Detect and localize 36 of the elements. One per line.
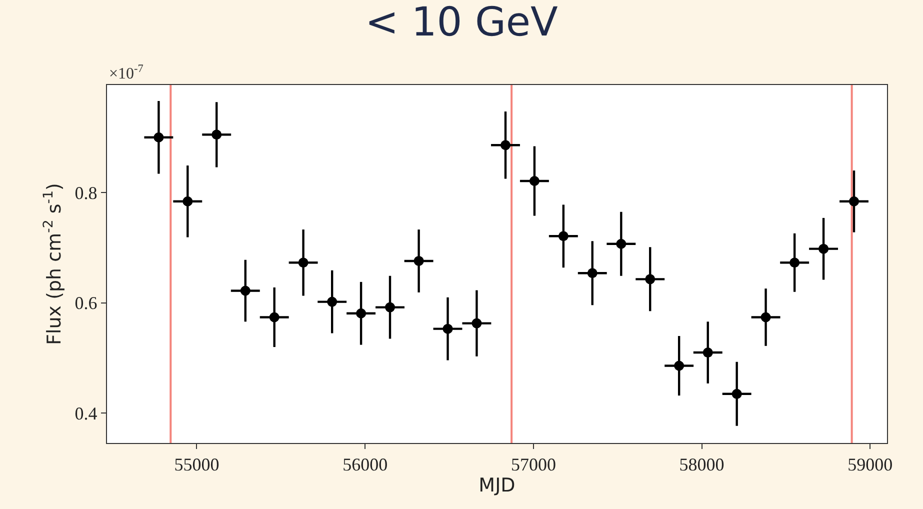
point bbox=[212, 130, 222, 140]
point bbox=[529, 176, 540, 186]
point bbox=[674, 360, 684, 371]
y-tick-label: 0.4 bbox=[74, 404, 98, 424]
point bbox=[269, 312, 280, 322]
x-tick-label: 57000 bbox=[510, 454, 556, 475]
point bbox=[790, 258, 800, 268]
x-tick-label: 58000 bbox=[679, 454, 724, 475]
x-axis-title: MJD bbox=[478, 474, 516, 497]
point bbox=[442, 324, 453, 334]
point bbox=[587, 268, 598, 278]
x-tick-label: 59000 bbox=[848, 454, 893, 475]
point bbox=[645, 274, 656, 284]
point bbox=[182, 196, 193, 206]
point bbox=[298, 258, 308, 268]
point bbox=[472, 318, 482, 328]
point bbox=[500, 140, 510, 150]
point bbox=[356, 308, 366, 318]
x-tick-label: 55000 bbox=[174, 454, 220, 475]
point bbox=[849, 196, 859, 206]
text: ×10$^{-7}$ bbox=[109, 63, 144, 83]
point bbox=[702, 348, 713, 358]
y-tick-label: 0.8 bbox=[74, 182, 98, 203]
point bbox=[240, 286, 250, 296]
chart-title: < 10 GeV bbox=[365, 0, 559, 46]
point bbox=[616, 238, 626, 249]
point bbox=[558, 231, 568, 242]
point bbox=[760, 312, 771, 322]
point bbox=[414, 256, 424, 266]
point bbox=[385, 302, 396, 312]
y-tick-label: 0.6 bbox=[74, 293, 98, 314]
x-tick-label: 56000 bbox=[342, 454, 388, 475]
point bbox=[818, 244, 829, 254]
point bbox=[154, 132, 164, 142]
point bbox=[732, 388, 742, 399]
point bbox=[327, 296, 338, 307]
